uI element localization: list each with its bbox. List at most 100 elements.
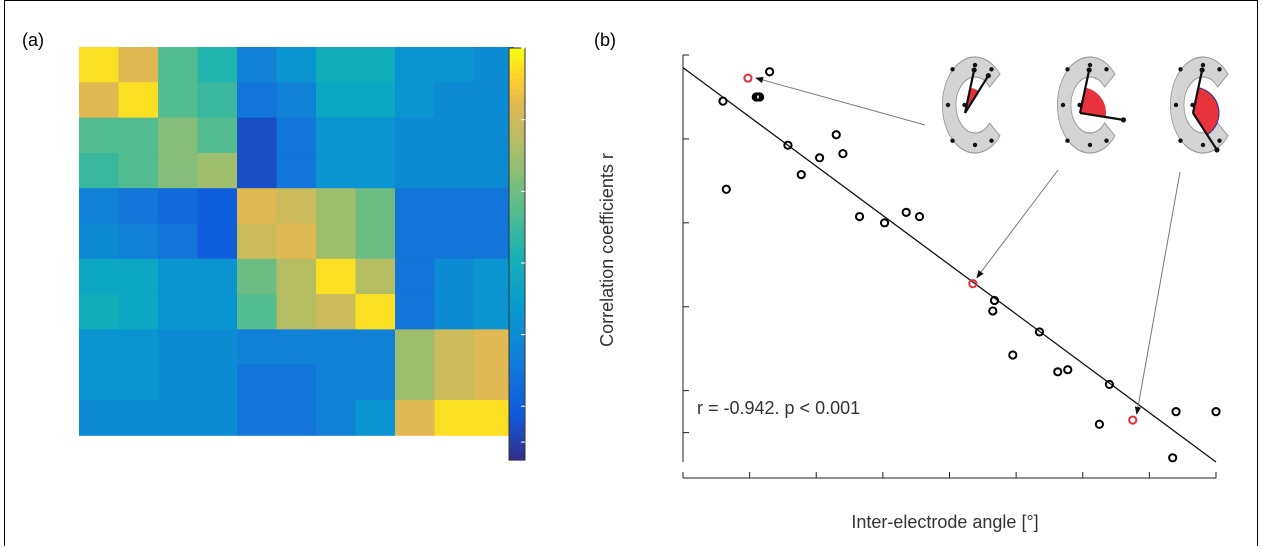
colorbar-segment (509, 171, 525, 178)
heatmap-cell (79, 400, 119, 436)
heatmap-cell (197, 258, 238, 295)
data-point (879, 218, 890, 228)
colorbar-segment (509, 104, 525, 111)
heatmap-cell (434, 82, 475, 119)
heatmap-cell (355, 117, 396, 154)
heatmap-cell (434, 364, 475, 401)
data-point (838, 149, 848, 159)
heatmap-cell (158, 400, 198, 436)
heatmap-cell (197, 188, 238, 224)
heatmap-cell (276, 117, 317, 154)
heatmap-cell (197, 223, 238, 260)
electrode-dot (950, 138, 955, 143)
heatmap-cell (276, 188, 317, 224)
electrode-lead (1192, 112, 1218, 151)
electrode-dot (1087, 62, 1093, 68)
colorbar-segment (509, 377, 525, 384)
colorbar-segment (509, 192, 525, 198)
heatmap-cell (276, 400, 317, 436)
heatmap-cell (395, 152, 435, 189)
data-point (989, 295, 1000, 306)
colorbar-segment (509, 423, 525, 430)
angle-wedge (1192, 86, 1220, 136)
colorbar-segment (509, 217, 525, 224)
colorbar-segment (509, 63, 525, 70)
colorbar-segment (509, 207, 525, 214)
heatmap-cell (79, 329, 119, 366)
heatmap-cell (276, 47, 317, 83)
heatmap-cell (316, 258, 356, 295)
heatmap-cell (197, 152, 238, 189)
data-point (914, 211, 925, 222)
heatmap-cell (237, 294, 277, 330)
heatmap-cell (79, 223, 119, 260)
heatmap-cell (118, 47, 159, 83)
heatmap-cell (118, 364, 159, 401)
heatmap-cell (434, 188, 475, 224)
colorbar-segment (509, 341, 525, 348)
colorbar-segment (509, 315, 525, 322)
colorbar-segment (509, 382, 525, 389)
heatmap-cell (237, 400, 277, 436)
highlighted-point (968, 279, 978, 289)
electrode-dot (1200, 142, 1206, 148)
colorbar-segment (509, 444, 525, 451)
colorbar-segment (509, 248, 525, 255)
data-point (1104, 379, 1115, 389)
highlighted-point (1128, 415, 1138, 425)
heatmap-cell (197, 294, 238, 330)
heatmap-cell (118, 117, 159, 154)
electrode-dot (1060, 102, 1066, 108)
colorbar-segment (509, 393, 525, 399)
colorbar-segment (509, 362, 525, 368)
heatmap-cell (474, 82, 514, 119)
colorbar-segment (509, 223, 525, 229)
data-point (1063, 365, 1073, 375)
heatmap-cell (79, 294, 119, 330)
heatmap-cell (79, 188, 119, 224)
heatmap-cell (355, 364, 396, 401)
colorbar (508, 47, 526, 461)
heatmap-cell (355, 400, 396, 436)
data-point (765, 67, 775, 77)
colorbar-segment (509, 125, 525, 131)
heatmap-cell (395, 400, 435, 436)
heatmap-cell (316, 400, 356, 436)
heatmap-cell (355, 188, 396, 224)
colorbar-segment (509, 114, 525, 121)
heatmap-cell (237, 188, 277, 224)
colorbar-segment (509, 145, 525, 152)
heatmap-cell (434, 400, 475, 436)
heatmap-cell (474, 223, 514, 260)
data-point (721, 184, 731, 194)
heatmap-cell (79, 152, 119, 189)
colorbar-segment (509, 135, 525, 142)
heatmap-cell (434, 258, 475, 295)
heatmap-cell (237, 223, 277, 260)
data-point (718, 96, 728, 106)
heatmap-cell (276, 329, 317, 366)
data-point (854, 211, 865, 222)
heatmap-cell (395, 188, 435, 224)
heatmap-cell (79, 364, 119, 401)
heatmap-cell (237, 258, 277, 295)
heatmap-cell (158, 364, 198, 401)
colorbar-segment (509, 94, 525, 101)
heatmap-cell (474, 258, 514, 295)
colorbar-segment (509, 166, 525, 173)
colorbar-segment (509, 300, 525, 307)
colorbar-segment (509, 84, 525, 90)
x-axis-label: Inter-electrode angle [°] (851, 512, 1038, 532)
heatmap-cell (158, 223, 198, 260)
data-point (796, 169, 806, 180)
heatmap-cell (237, 152, 277, 189)
regression-line (682, 67, 1217, 463)
heatmap-cell (118, 400, 159, 436)
heatmap-cell (474, 364, 514, 401)
heatmap-cell (79, 82, 119, 119)
electrode-dot (1065, 67, 1070, 72)
heatmap-cell (395, 223, 435, 260)
panel-b-label: (b) (594, 30, 616, 50)
heatmap-cell (474, 294, 514, 330)
heatmap-cell (79, 47, 119, 83)
